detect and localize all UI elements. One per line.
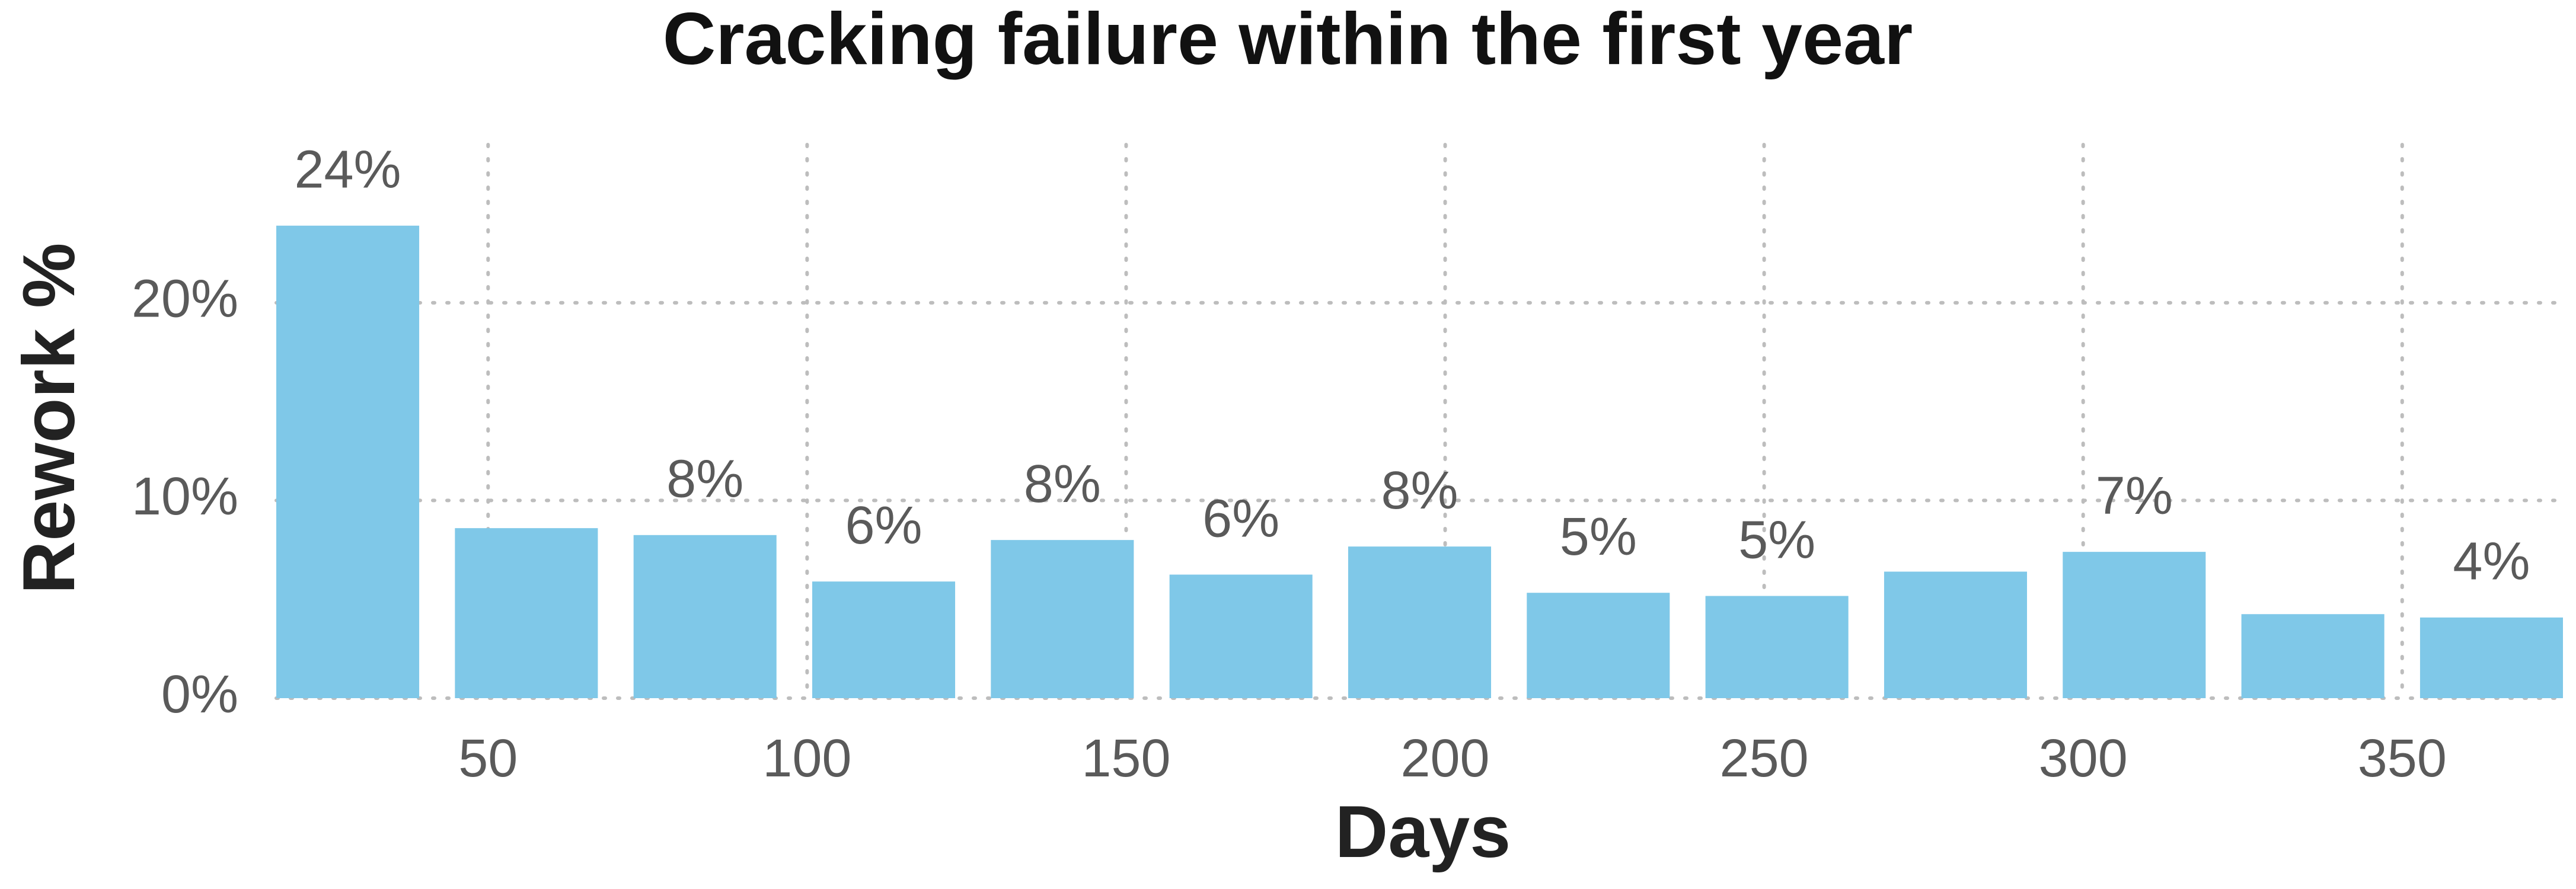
x-tick-label: 50: [458, 729, 518, 788]
value-label: 7%: [2096, 466, 2173, 526]
x-tick-label: 200: [1400, 729, 1489, 788]
bar: [1884, 571, 2028, 698]
y-tick-label: 20%: [132, 270, 238, 329]
value-label: 8%: [1381, 461, 1458, 520]
bar: [812, 581, 956, 698]
value-label: 4%: [2453, 532, 2530, 591]
bar: [2063, 552, 2206, 698]
value-label: 8%: [1024, 455, 1101, 514]
y-tick-label: 0%: [161, 665, 238, 724]
x-tick-label: 150: [1081, 729, 1170, 788]
y-tick-label: 10%: [132, 467, 238, 526]
bar: [1348, 546, 1492, 698]
value-label: 6%: [845, 496, 922, 555]
y-axis-label: Rework %: [8, 243, 90, 594]
x-tick-label: 250: [1720, 729, 1809, 788]
bar: [2241, 614, 2385, 698]
bar: [633, 535, 777, 698]
value-label: 5%: [1560, 507, 1637, 567]
bar: [1169, 574, 1313, 698]
value-label: 8%: [666, 450, 743, 509]
bar: [2419, 617, 2563, 698]
x-tick-label: 100: [762, 729, 851, 788]
value-label: 6%: [1202, 489, 1279, 548]
x-tick-label: 350: [2358, 729, 2447, 788]
bar: [991, 540, 1134, 698]
value-label: 24%: [294, 140, 401, 200]
x-tick-label: 300: [2039, 729, 2128, 788]
x-axis-label: Days: [1335, 791, 1511, 873]
value-label: 5%: [1738, 510, 1815, 570]
chart-title: Cracking failure within the first year: [663, 0, 1913, 80]
bar: [455, 528, 598, 698]
bar: [1527, 593, 1670, 698]
bar: [1705, 596, 1849, 698]
bar: [276, 225, 420, 698]
